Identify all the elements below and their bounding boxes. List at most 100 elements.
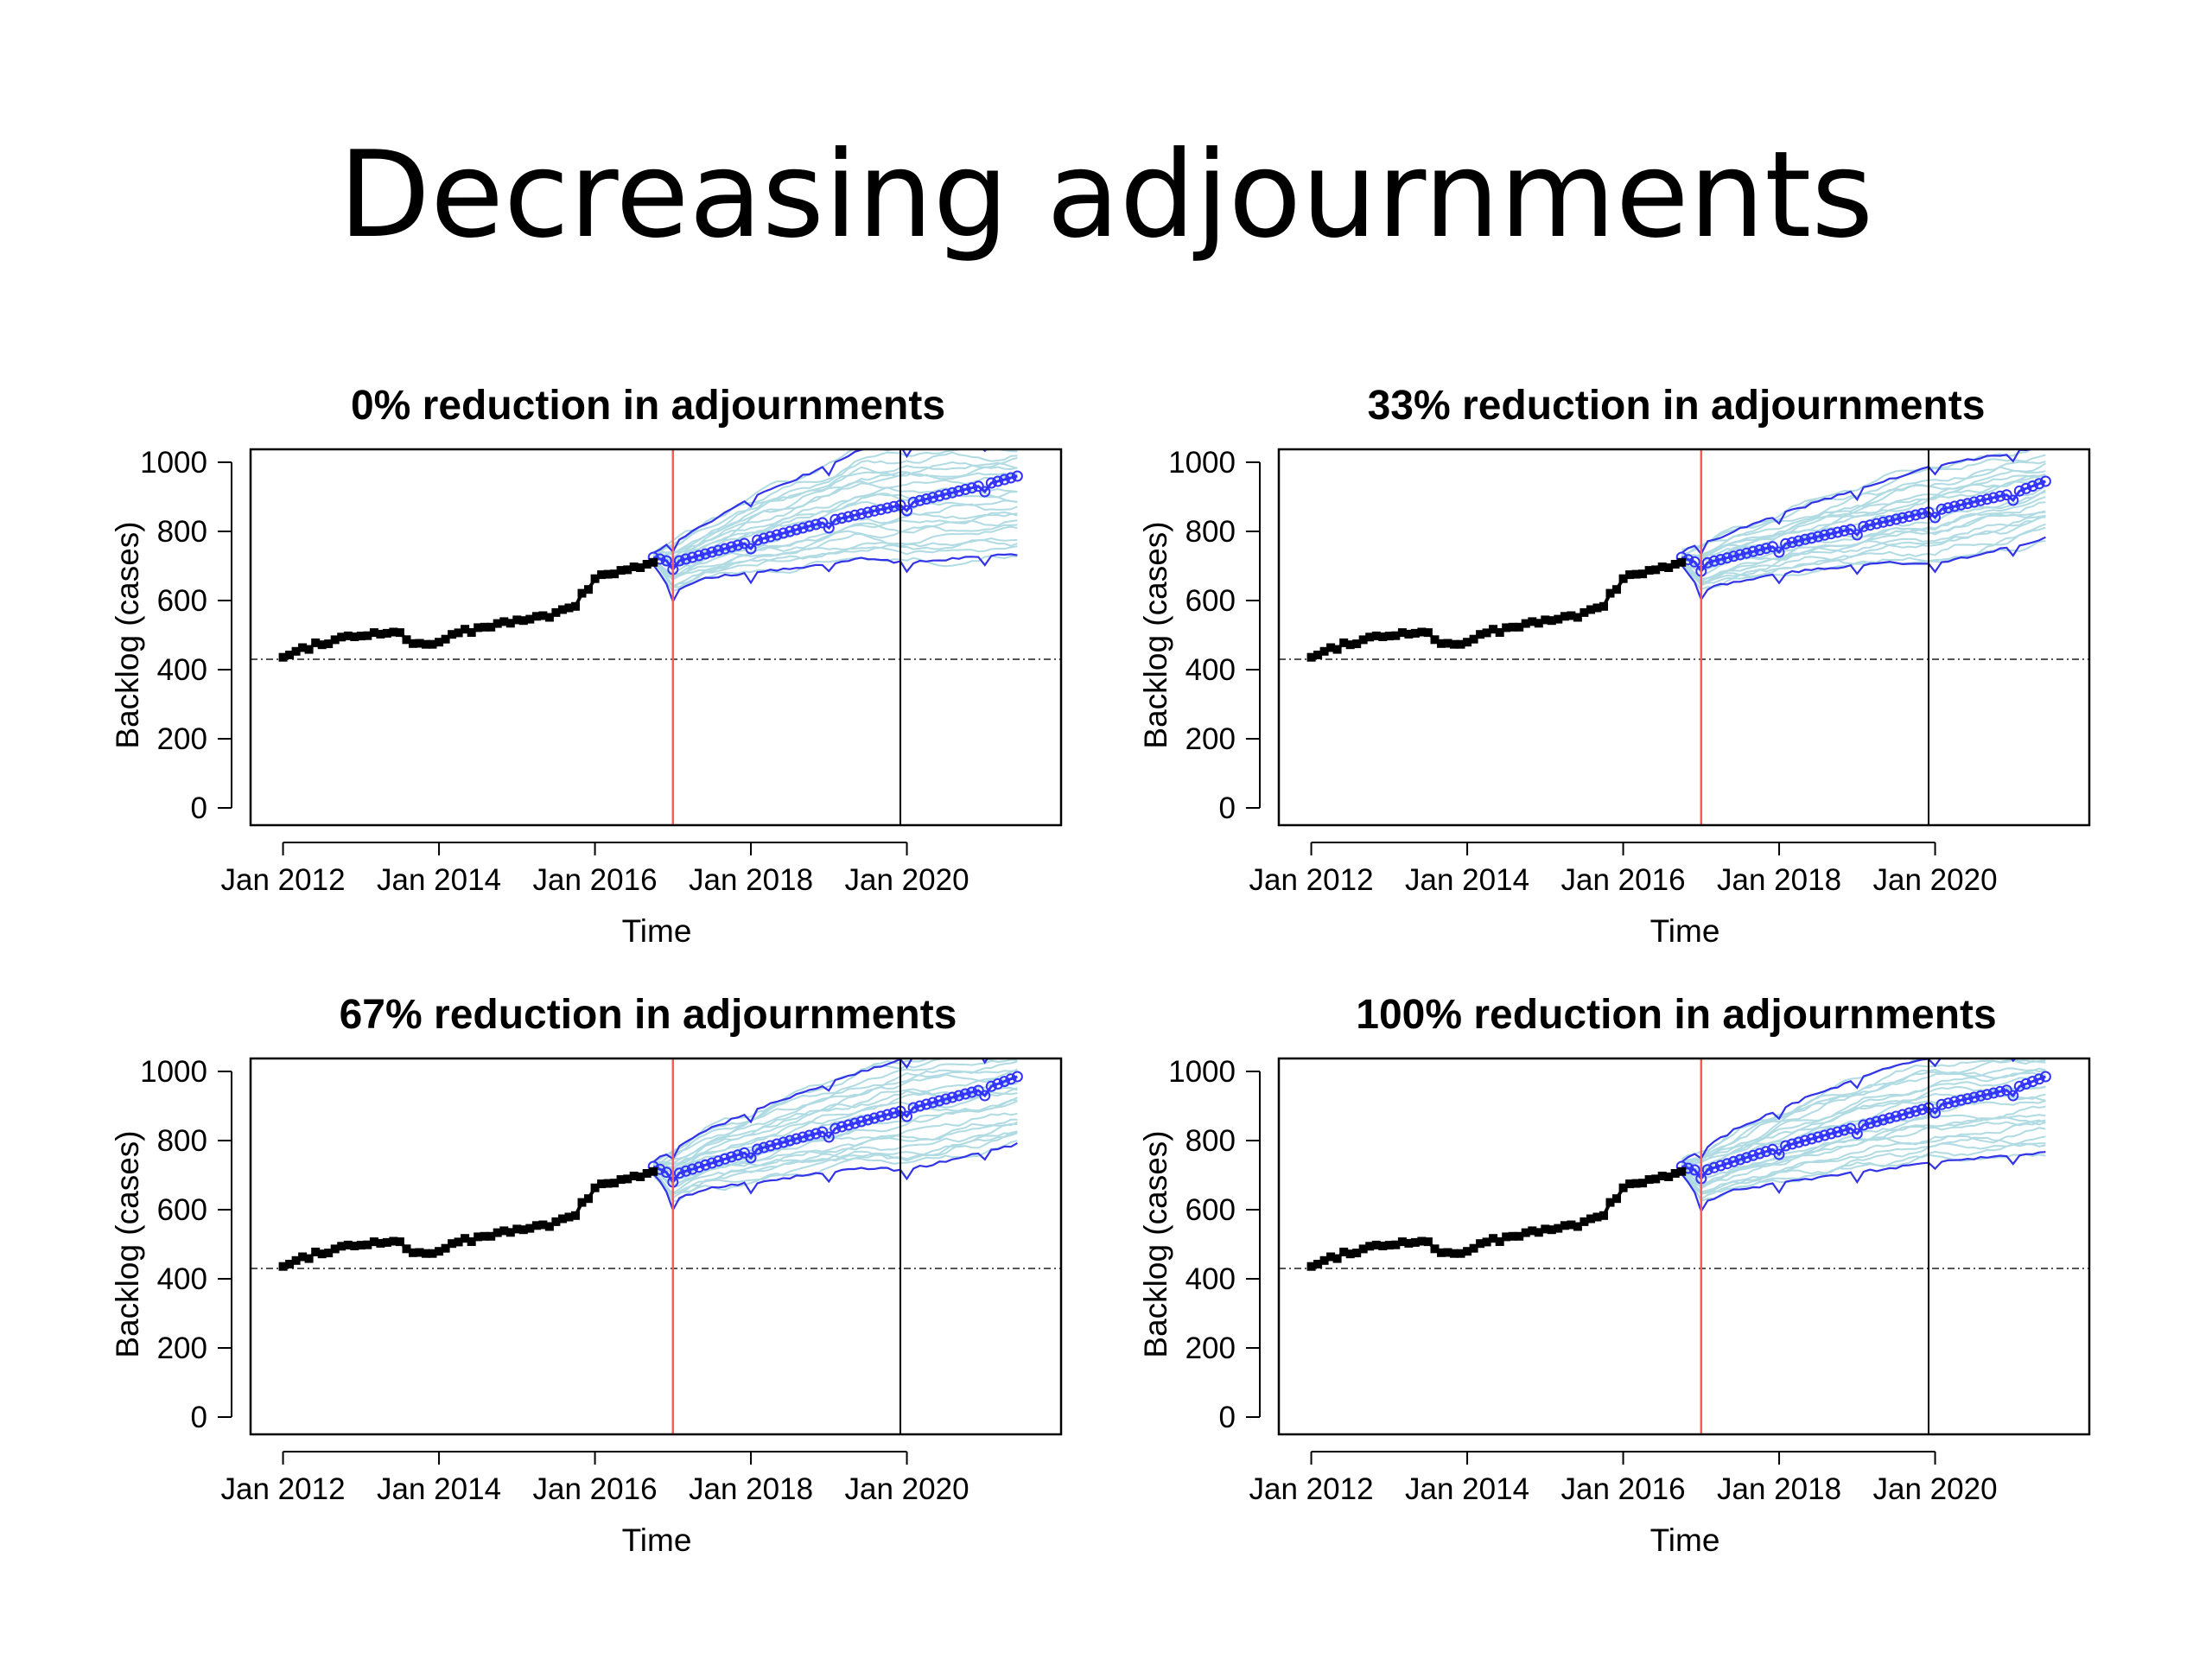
simulation-path bbox=[653, 1076, 1018, 1165]
mean-projection-point bbox=[933, 1095, 945, 1107]
mean-projection-point bbox=[1884, 515, 1896, 527]
mean-projection-point bbox=[823, 1131, 835, 1143]
mean-projection-point bbox=[758, 532, 770, 544]
y-tick-label: 600 bbox=[157, 1193, 207, 1227]
mean-projection-point bbox=[2020, 1077, 2032, 1090]
chart-title: 33% reduction in adjournments bbox=[1368, 383, 1986, 429]
y-tick-label: 1000 bbox=[140, 1055, 207, 1089]
mean-projection-point bbox=[966, 482, 978, 494]
observed-point bbox=[402, 1244, 411, 1254]
observed-point bbox=[285, 651, 295, 659]
observed-point bbox=[577, 1198, 587, 1207]
observed-point bbox=[376, 1238, 385, 1248]
mean-projection-point bbox=[712, 544, 724, 556]
y-tick-label: 400 bbox=[157, 1262, 207, 1296]
mean-projection-point bbox=[2039, 1071, 2051, 1083]
mean-projection-point bbox=[1890, 1110, 1902, 1122]
observed-point bbox=[505, 619, 515, 628]
observed-point bbox=[1670, 1169, 1680, 1178]
plot-box bbox=[249, 448, 1063, 827]
observed-point bbox=[1644, 1175, 1654, 1185]
lower-bound-line bbox=[652, 553, 1018, 604]
observed-point bbox=[1476, 630, 1485, 639]
observed-point bbox=[1430, 635, 1440, 645]
mean-projection-point bbox=[1727, 550, 1739, 563]
observed-point bbox=[298, 643, 308, 652]
mean-projection-point bbox=[1929, 512, 1941, 524]
y-tick-label: 1000 bbox=[1168, 1055, 1236, 1089]
observed-point bbox=[1423, 628, 1433, 638]
mean-projection-point bbox=[699, 1159, 711, 1171]
y-tick-label: 800 bbox=[1185, 1124, 1236, 1158]
simulation-path bbox=[1681, 1067, 2046, 1163]
y-tick-label: 600 bbox=[1185, 584, 1236, 618]
observed-point bbox=[1437, 1248, 1446, 1257]
observed-point bbox=[1391, 631, 1401, 640]
observed-point bbox=[1521, 619, 1530, 628]
x-axis-label: Time bbox=[622, 913, 692, 949]
mean-projection-point bbox=[959, 484, 971, 495]
y-tick-label: 200 bbox=[157, 722, 207, 756]
mean-projection-point bbox=[1005, 472, 1017, 484]
mean-projection-point bbox=[1897, 512, 1909, 524]
simulation-path bbox=[653, 461, 1018, 554]
plot-box bbox=[1277, 448, 2091, 827]
mean-projection-point bbox=[1799, 1135, 1811, 1147]
plot-box bbox=[249, 1057, 1063, 1436]
upper-bound-line bbox=[1681, 1058, 2017, 1163]
mean-projection-point bbox=[1916, 1103, 1928, 1116]
mean-projection-point bbox=[1740, 1152, 1752, 1164]
observed-point bbox=[525, 1224, 535, 1233]
observed-point bbox=[441, 1243, 450, 1253]
observed-point bbox=[512, 615, 522, 625]
observed-point bbox=[409, 1248, 417, 1257]
chart-svg-33-percent: 33% reduction in adjournments 0 200 400 600 8… bbox=[1138, 383, 2091, 949]
mean-projection-point bbox=[1916, 507, 1928, 519]
observed-point bbox=[278, 1262, 288, 1271]
observed-point bbox=[499, 1226, 509, 1236]
mean-projection-point bbox=[1714, 1160, 1726, 1172]
observed-point bbox=[525, 614, 535, 624]
mean-projection-point bbox=[1981, 1089, 1993, 1101]
mean-projection-point bbox=[660, 1166, 672, 1179]
upper-bound-line bbox=[652, 449, 988, 554]
mean-projection-point bbox=[946, 1091, 958, 1103]
observed-point bbox=[1397, 1237, 1407, 1247]
mean-projection-point bbox=[810, 518, 822, 531]
observed-point bbox=[1397, 628, 1407, 638]
observed-point bbox=[531, 1221, 541, 1230]
mean-projection-point bbox=[1011, 1071, 1023, 1083]
mean-projection-point bbox=[1948, 500, 1961, 512]
mean-projection-point bbox=[791, 524, 803, 536]
mean-projection-point bbox=[1773, 1148, 1785, 1160]
y-tick-label: 200 bbox=[157, 1332, 207, 1365]
mean-projection-point bbox=[1747, 1149, 1759, 1161]
observed-point bbox=[603, 1179, 613, 1188]
observed-point bbox=[1508, 1231, 1517, 1241]
mean-projection-point bbox=[868, 505, 880, 517]
mean-projection-point bbox=[791, 1133, 803, 1145]
mean-projection-point bbox=[953, 485, 965, 497]
mean-projection-point bbox=[1825, 1128, 1837, 1140]
observed-point bbox=[1592, 1212, 1602, 1222]
simulation-path bbox=[1681, 474, 2046, 560]
mean-projection-point bbox=[1981, 493, 1993, 505]
mean-projection-point bbox=[1780, 1140, 1792, 1152]
observed-point bbox=[369, 1237, 378, 1247]
mean-projection-point bbox=[771, 1138, 783, 1150]
x-tick-label: Jan 2012 bbox=[221, 863, 346, 897]
simulation-path bbox=[652, 539, 1018, 589]
observed-point bbox=[1677, 557, 1687, 567]
observed-point bbox=[1463, 638, 1472, 647]
mean-projection-point bbox=[765, 531, 777, 543]
observed-point bbox=[382, 1237, 391, 1247]
mean-projection-point bbox=[784, 525, 796, 537]
observed-point bbox=[1391, 1240, 1401, 1249]
mean-projection-point bbox=[1734, 1154, 1746, 1166]
mean-projection-point bbox=[1955, 499, 1967, 511]
observed-point bbox=[1384, 1241, 1394, 1250]
observed-point bbox=[1469, 1243, 1478, 1253]
mean-projection-point bbox=[1721, 552, 1733, 564]
observed-point bbox=[1443, 639, 1452, 648]
observed-point bbox=[1489, 1234, 1498, 1243]
